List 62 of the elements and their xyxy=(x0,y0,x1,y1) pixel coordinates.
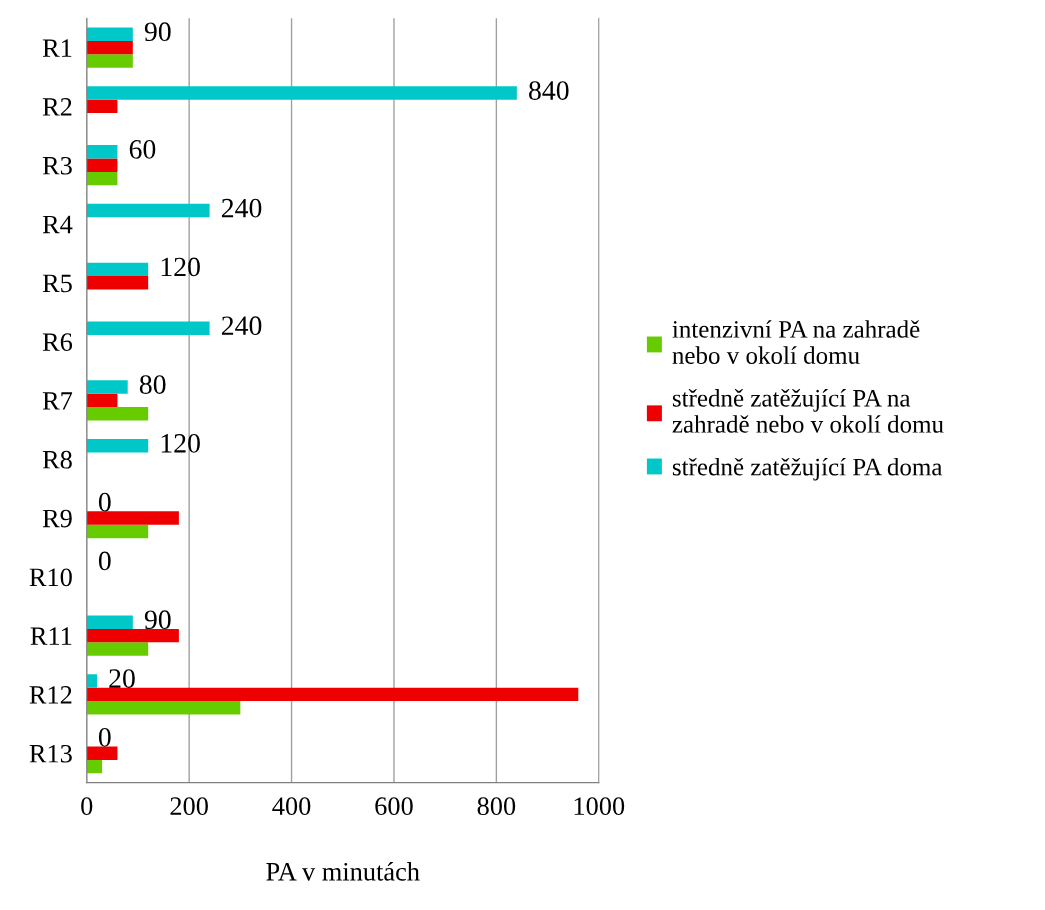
data-label: 120 xyxy=(161,257,200,277)
bar xyxy=(86,439,149,453)
bar xyxy=(86,628,179,643)
data-label: 0 xyxy=(98,551,111,571)
x-tick-label: 1000 xyxy=(574,797,625,816)
bar xyxy=(86,40,133,55)
legend-label: středně zatěžující PA doma xyxy=(672,457,943,481)
bar xyxy=(86,674,97,688)
bar xyxy=(86,203,210,218)
x-tick-label: 800 xyxy=(477,797,516,816)
bar xyxy=(86,407,149,421)
y-tick-label: R6 xyxy=(42,333,73,352)
legend-label: středně zatěžující PA na zahradě nebo v okolí domu xyxy=(672,389,944,433)
bar xyxy=(86,99,118,114)
data-label: 0 xyxy=(98,727,111,747)
bar xyxy=(86,615,133,629)
bar xyxy=(86,86,517,100)
data-label: 90 xyxy=(144,610,171,630)
bar xyxy=(86,524,149,539)
bar xyxy=(86,380,128,394)
x-tick-label: 400 xyxy=(272,797,311,816)
bar xyxy=(86,701,241,715)
y-tick-label: R3 xyxy=(42,156,72,175)
bar xyxy=(86,27,133,41)
y-tick-label: R5 xyxy=(42,274,72,293)
data-label: 840 xyxy=(529,81,569,100)
y-tick-label: R2 xyxy=(42,98,72,116)
bar xyxy=(86,158,118,172)
data-label: 20 xyxy=(109,669,135,688)
y-tick-label: R7 xyxy=(42,392,73,410)
data-label: 120 xyxy=(161,433,200,453)
bar xyxy=(86,642,149,656)
data-label: 240 xyxy=(221,316,262,336)
bar xyxy=(86,54,133,68)
x-tick-label: 0 xyxy=(81,797,93,816)
bar xyxy=(86,262,149,277)
data-label: 60 xyxy=(129,139,156,159)
y-tick-label: R9 xyxy=(42,509,72,528)
bar xyxy=(86,171,118,186)
y-tick-label: R1 xyxy=(42,39,72,57)
bar xyxy=(86,145,118,159)
y-tick-label: R12 xyxy=(29,686,72,704)
y-tick-label: R13 xyxy=(29,744,72,763)
y-tick-label: R4 xyxy=(42,215,73,234)
bar xyxy=(86,321,210,335)
bar xyxy=(86,746,118,760)
x-tick-label: 600 xyxy=(375,797,413,816)
data-label: 80 xyxy=(139,375,166,394)
bar xyxy=(86,393,118,408)
bar xyxy=(86,511,179,525)
data-label: 0 xyxy=(98,492,111,512)
y-tick-label: R11 xyxy=(30,627,72,645)
data-label: 240 xyxy=(221,198,262,218)
bar xyxy=(86,759,103,774)
y-tick-label: R10 xyxy=(29,568,72,587)
bar xyxy=(86,687,579,702)
y-tick-label: R8 xyxy=(42,450,72,469)
data-label: 90 xyxy=(144,22,171,42)
legend-label: intenzivní PA na zahradě nebo v okolí domu xyxy=(672,320,920,364)
x-tick-label: 200 xyxy=(170,797,208,816)
bar xyxy=(86,276,149,290)
x-axis-title: PA v minutách xyxy=(266,862,420,881)
